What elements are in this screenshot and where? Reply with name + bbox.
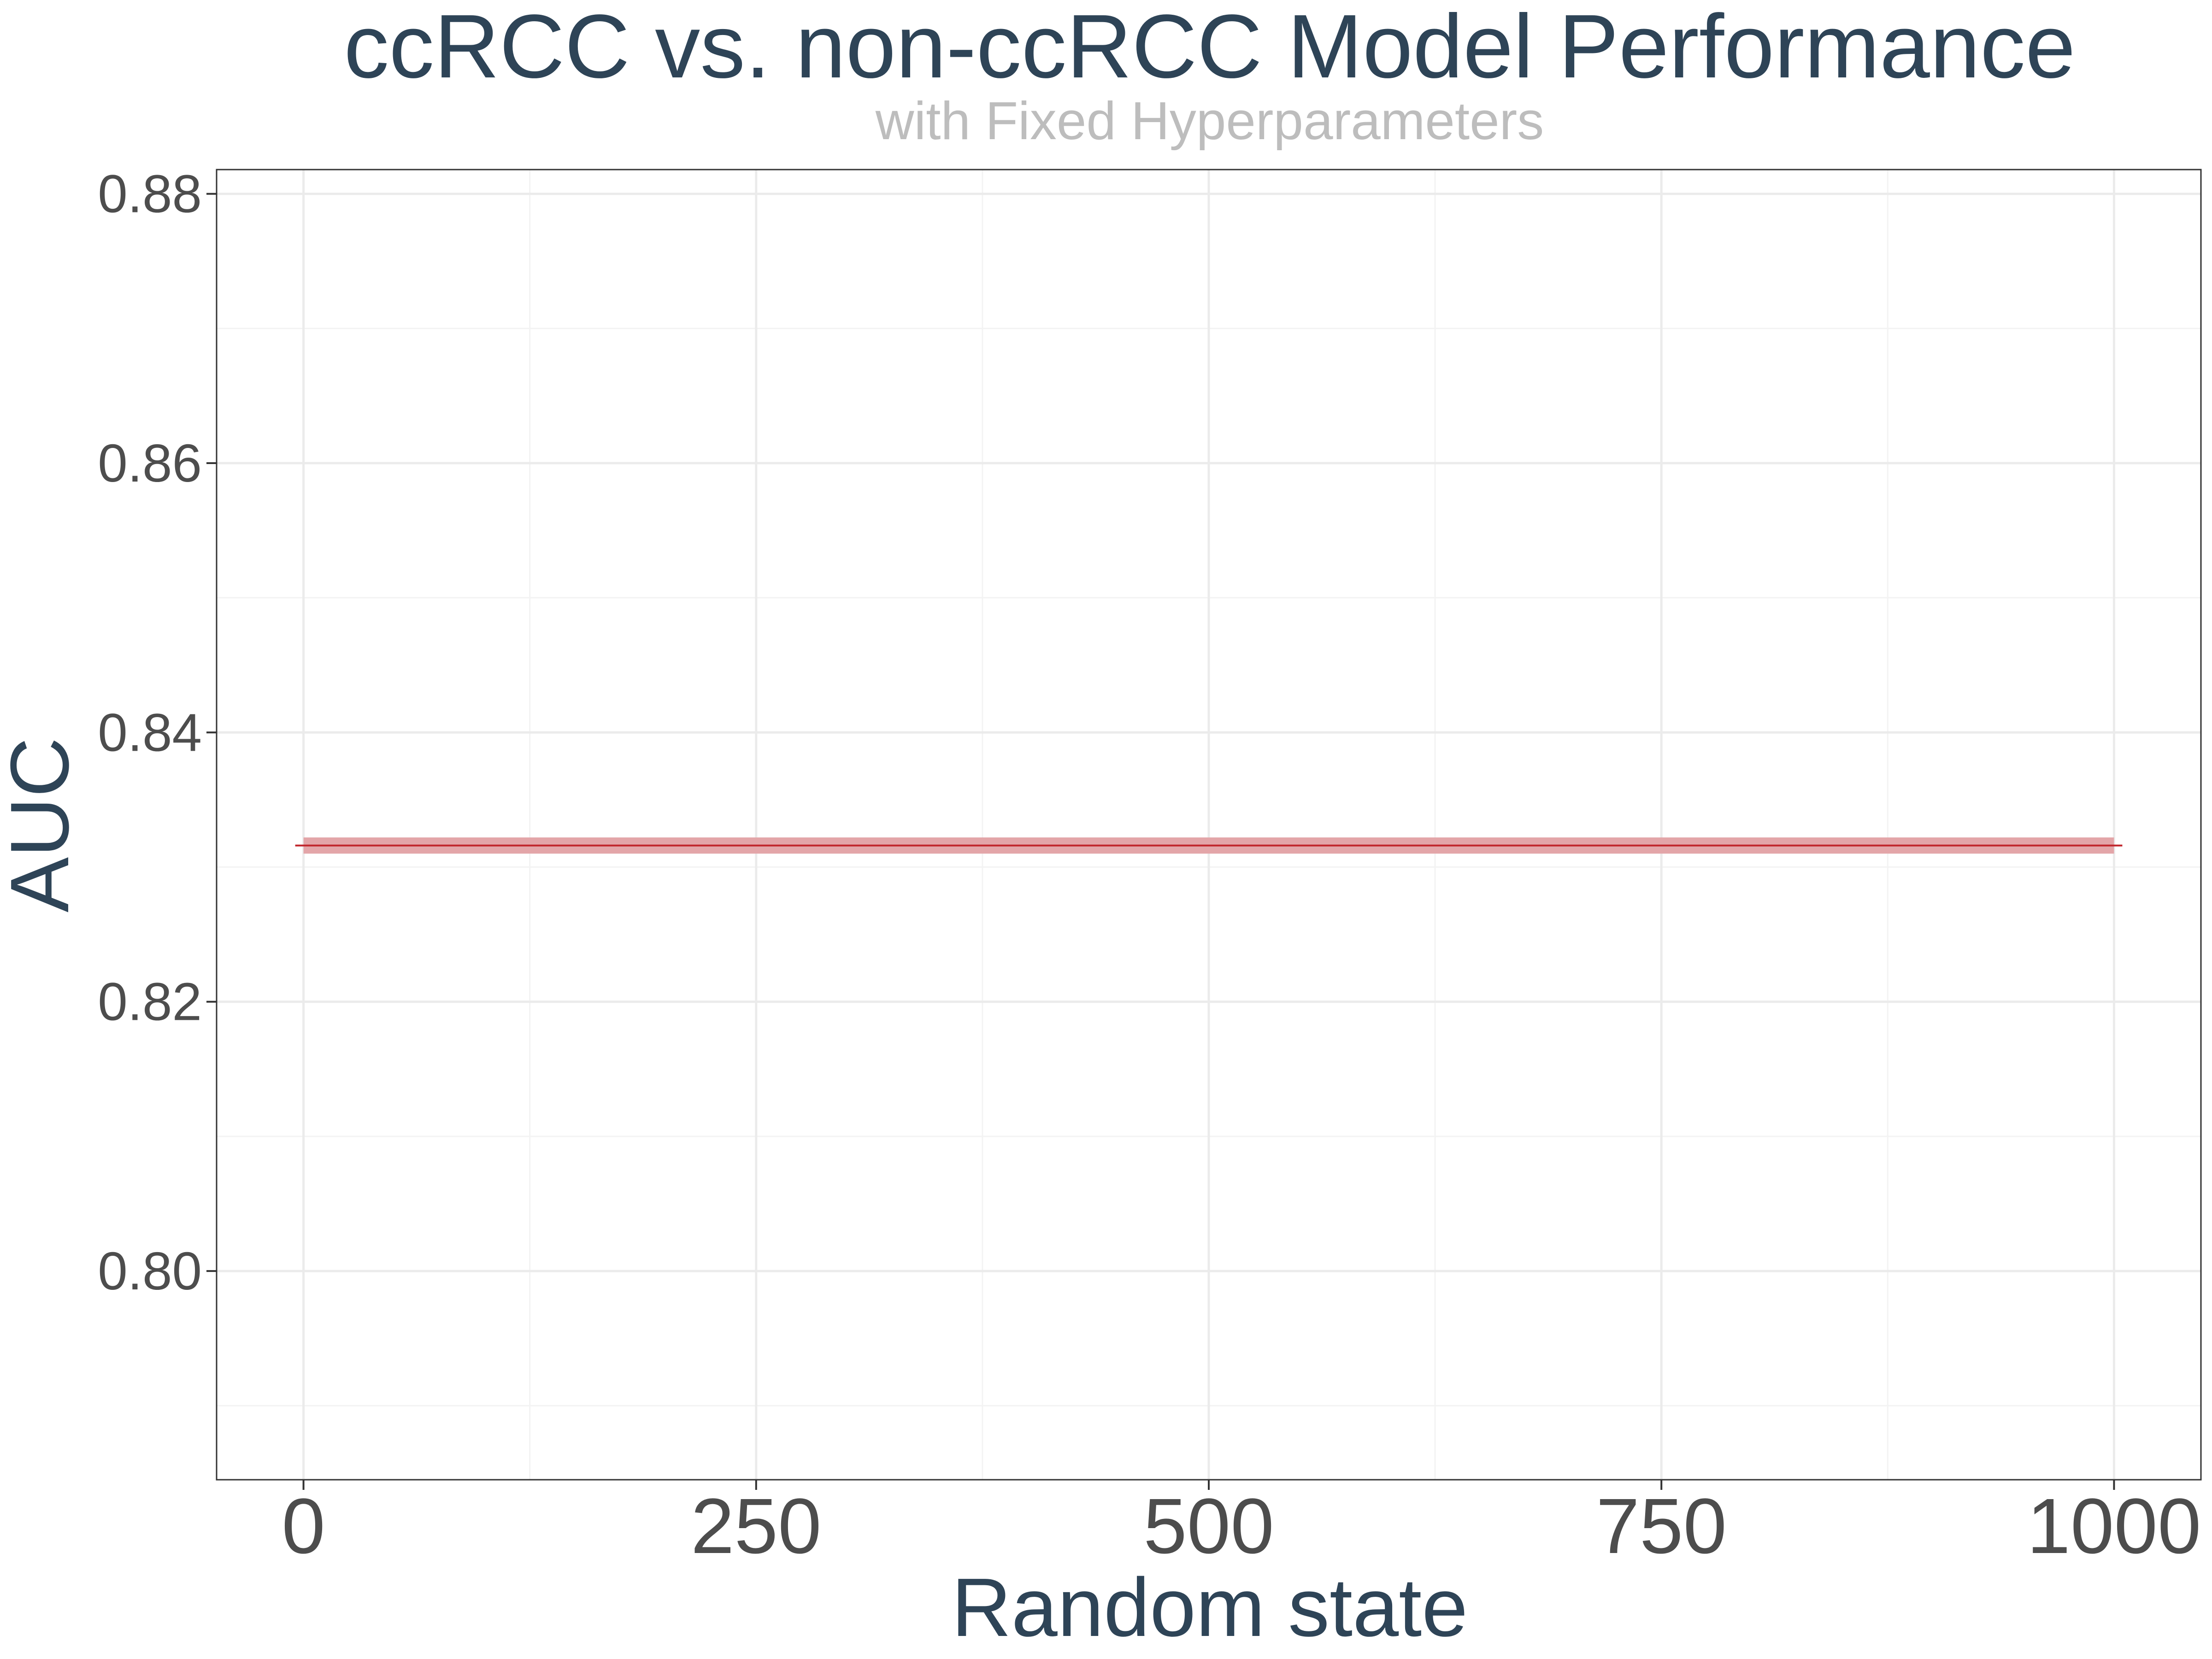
x-tick-label: 1000 (2027, 1483, 2201, 1570)
x-tick-label: 750 (1596, 1483, 1727, 1570)
x-axis-ticks: 0 250 500 750 1000 (282, 1480, 2201, 1570)
y-axis-ticks: 0.80 0.82 0.84 0.86 0.88 (98, 164, 217, 1301)
x-tick-label: 500 (1143, 1483, 1274, 1570)
major-gridlines (217, 170, 2201, 1480)
chart-subtitle: with Fixed Hyperparameters (875, 91, 1544, 151)
y-tick-label: 0.80 (98, 1241, 202, 1301)
x-tick-label: 250 (691, 1483, 822, 1570)
chart-title: ccRCC vs. non-ccRCC Model Performance (344, 0, 2076, 97)
y-tick-label: 0.86 (98, 433, 202, 493)
y-axis-title: AUC (0, 737, 86, 912)
y-tick-label: 0.84 (98, 702, 202, 762)
y-tick-label: 0.88 (98, 164, 202, 224)
x-tick-label: 0 (282, 1483, 325, 1570)
series-layer (295, 837, 2123, 854)
x-axis-title: Random state (952, 1561, 1468, 1654)
y-tick-label: 0.82 (98, 972, 202, 1032)
